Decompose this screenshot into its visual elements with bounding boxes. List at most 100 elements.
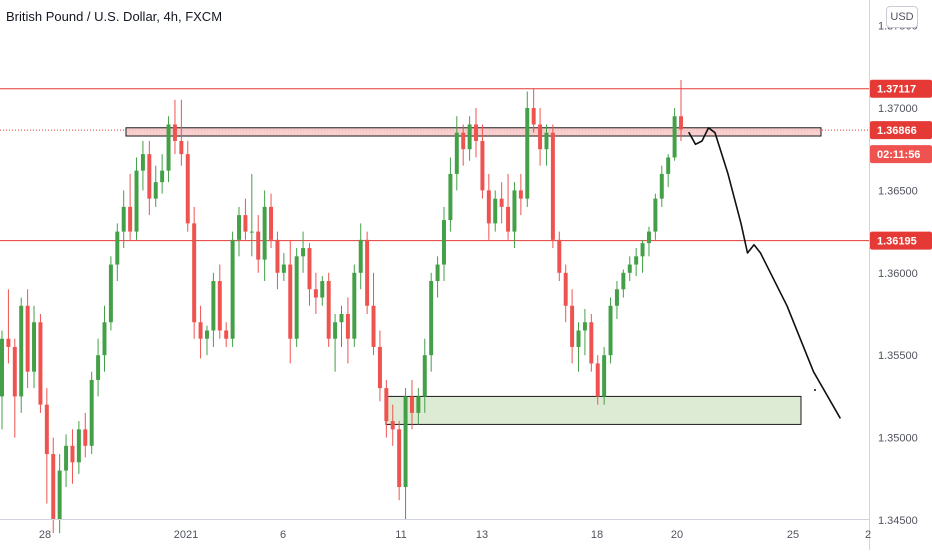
candle-body <box>609 306 613 355</box>
price-axis: 1.375001.370001.365001.360001.355001.350… <box>870 0 932 550</box>
x-tick-label: 2 <box>865 529 871 541</box>
y-tick-label: 1.35500 <box>878 350 918 362</box>
candle-body <box>634 256 638 264</box>
candle-body <box>480 141 484 190</box>
candle-body <box>19 306 23 397</box>
y-tick-label: 1.37000 <box>878 103 918 115</box>
candle-body <box>6 339 10 347</box>
candle-body <box>250 232 254 233</box>
candle-body <box>333 322 337 338</box>
candle-body <box>192 223 196 322</box>
candle-body <box>301 248 305 256</box>
candle-body <box>147 154 151 198</box>
candle-body <box>103 322 107 355</box>
drawing-dot <box>814 389 816 391</box>
candle-body <box>365 240 369 306</box>
candle-body <box>583 322 587 330</box>
candle-body <box>32 322 36 371</box>
candle-body <box>416 396 420 412</box>
candle-body <box>160 171 164 183</box>
candle-body <box>500 199 504 207</box>
candle-body <box>538 124 542 149</box>
candle-body <box>493 199 497 224</box>
candle-body <box>641 243 645 256</box>
candle-body <box>96 355 100 380</box>
candle-body <box>544 133 548 149</box>
y-tick-label: 1.35000 <box>878 433 918 445</box>
x-tick-label: 11 <box>395 529 406 541</box>
candle-body <box>468 124 472 149</box>
candle-body <box>186 154 190 223</box>
candle-body <box>0 339 4 397</box>
y-tick-label: 1.34500 <box>878 515 918 527</box>
candle-body <box>115 232 119 265</box>
candle-body <box>653 199 657 232</box>
candle-body <box>519 190 523 198</box>
candle-body <box>570 306 574 347</box>
candle-body <box>512 190 516 231</box>
candle-body <box>602 355 606 396</box>
candle-body <box>45 405 49 454</box>
candles <box>0 80 683 533</box>
candle-body <box>295 256 299 338</box>
candle-body <box>455 133 459 174</box>
candle-body <box>340 314 344 322</box>
candle-body <box>51 454 55 520</box>
candle-body <box>410 396 414 412</box>
candle-body <box>487 190 491 223</box>
candle-body <box>429 281 433 355</box>
candle-body <box>320 281 324 297</box>
projection-path <box>689 128 840 418</box>
candle-body <box>647 232 651 244</box>
projection-drawing <box>689 128 840 418</box>
candle-body <box>231 240 235 339</box>
candle-body <box>58 471 62 520</box>
x-tick-label: 25 <box>787 529 799 541</box>
candle-body <box>109 265 113 323</box>
candle-body <box>70 446 74 462</box>
candle-body <box>205 330 209 338</box>
candle-body <box>288 265 292 339</box>
candle-body <box>628 265 632 273</box>
candle-body <box>442 220 446 264</box>
candle-body <box>314 289 318 297</box>
candle-body <box>577 330 581 346</box>
candle-body <box>660 174 664 199</box>
zones <box>126 128 821 425</box>
candle-body <box>359 240 363 273</box>
candle-body <box>679 116 683 129</box>
price-label-countdown: 02:11:56 <box>877 149 920 161</box>
candle-body <box>26 306 30 372</box>
candle-body <box>327 281 331 339</box>
currency-button[interactable]: USD <box>886 6 918 28</box>
chart-title: British Pound / U.S. Dollar, 4h, FXCM <box>6 9 222 24</box>
candle-body <box>397 429 401 487</box>
candle-body <box>448 174 452 220</box>
x-tick-label: 13 <box>476 529 488 541</box>
candle-body <box>551 133 555 240</box>
candle-body <box>77 429 81 462</box>
candle-body <box>621 273 625 289</box>
candle-body <box>179 141 183 154</box>
candle-body <box>461 133 465 149</box>
candle-body <box>384 388 388 421</box>
candle-body <box>564 273 568 306</box>
candle-body <box>307 248 311 289</box>
candle-body <box>199 322 203 338</box>
candle-body <box>83 429 87 445</box>
candle-body <box>404 396 408 487</box>
candle-body <box>211 281 215 330</box>
candle-body <box>122 207 126 232</box>
candle-body <box>615 289 619 305</box>
candle-body <box>666 157 670 173</box>
candle-body <box>141 154 145 170</box>
candle-body <box>589 322 593 363</box>
price-label-current: 1.36866 <box>877 125 917 137</box>
candle-body <box>596 363 600 396</box>
candle-body <box>532 108 536 124</box>
candle-body <box>275 240 279 273</box>
candle-body <box>218 281 222 330</box>
